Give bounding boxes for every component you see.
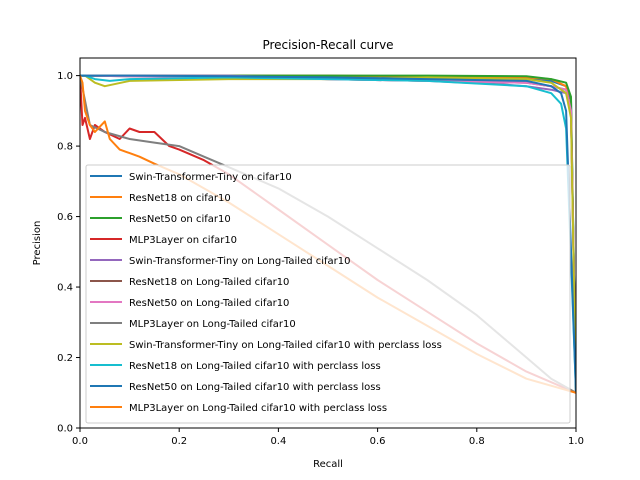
y-tick-label: 0.2 [57,353,73,364]
legend-label: Swin-Transformer-Tiny on cifar10 [129,172,292,183]
legend-label: ResNet18 on Long-Tailed cifar10 [129,277,289,288]
y-axis-label: Precision [32,221,43,266]
series-line-11 [80,74,576,393]
legend-label: ResNet18 on cifar10 [129,193,231,204]
legend-label: Swin-Transformer-Tiny on Long-Tailed cif… [129,256,351,267]
legend-label: ResNet50 on Long-Tailed cifar10 with per… [129,382,381,393]
y-tick-label: 0.0 [57,424,73,435]
plot-frame [79,57,577,429]
series-line-10 [80,74,576,393]
legend-label: ResNet50 on Long-Tailed cifar10 [129,298,289,309]
x-tick-label: 0.6 [370,436,386,447]
legend: Swin-Transformer-Tiny on cifar10 ResNet18… [85,164,571,424]
x-tick-label: 1.0 [568,436,584,447]
x-tick-label: 0.4 [270,436,286,447]
x-tick-label: 0.2 [171,436,187,447]
y-axis: 0.0 0.2 0.4 0.6 0.8 1.0 [57,71,80,435]
x-axis-label: Recall [313,459,343,470]
x-axis: 0.0 0.2 0.4 0.6 0.8 1.0 [72,428,584,447]
y-tick-label: 1.0 [57,71,73,82]
legend-label: MLP3Layer on cifar10 [129,235,237,246]
legend-label: ResNet18 on Long-Tailed cifar10 with per… [129,361,381,372]
y-tick-label: 0.6 [57,212,73,223]
y-tick-label: 0.8 [57,142,73,153]
x-tick-label: 0.8 [469,436,485,447]
x-tick-label: 0.0 [72,436,88,447]
legend-label: Swin-Transformer-Tiny on Long-Tailed cif… [129,340,442,351]
legend-label: MLP3Layer on Long-Tailed cifar10 [129,319,296,330]
y-tick-label: 0.4 [57,283,73,294]
legend-box [85,164,571,424]
plot-area: Swin-Transformer-Tiny on cifar10 ResNet18… [79,57,577,429]
legend-label: MLP3Layer on Long-Tailed cifar10 with pe… [129,403,387,414]
legend-label: ResNet50 on cifar10 [129,214,231,225]
series-layer [80,74,576,394]
chart-title: Precision-Recall curve [262,38,393,52]
